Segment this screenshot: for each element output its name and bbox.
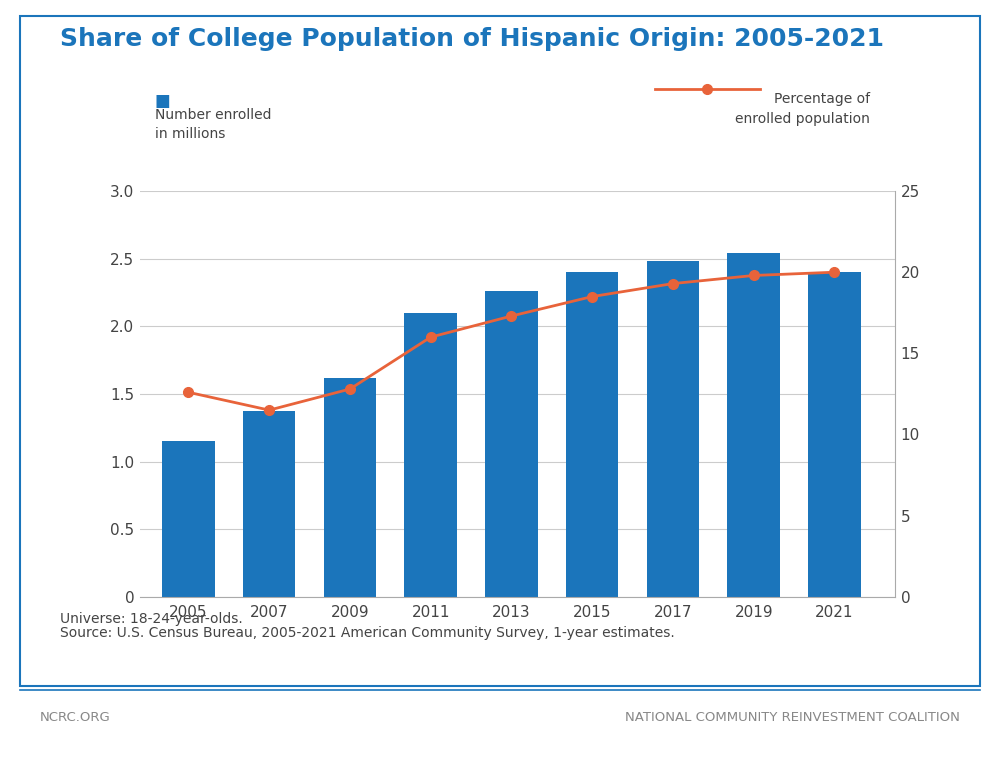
Text: NCRC.ORG: NCRC.ORG — [40, 711, 111, 725]
Text: ■: ■ — [155, 92, 171, 110]
Text: Percentage of
enrolled population: Percentage of enrolled population — [735, 92, 870, 126]
Text: NATIONAL COMMUNITY REINVESTMENT COALITION: NATIONAL COMMUNITY REINVESTMENT COALITIO… — [625, 711, 960, 725]
Text: Share of College Population of Hispanic Origin: 2005-2021: Share of College Population of Hispanic … — [60, 27, 884, 51]
Bar — [243, 412, 295, 597]
Text: Universe: 18-24-year-olds.: Universe: 18-24-year-olds. — [60, 612, 243, 626]
Bar — [566, 272, 618, 597]
Bar — [485, 291, 538, 597]
Bar — [404, 313, 457, 597]
Text: Source: U.S. Census Bureau, 2005-2021 American Community Survey, 1-year estimate: Source: U.S. Census Bureau, 2005-2021 Am… — [60, 626, 675, 640]
Bar — [647, 261, 699, 597]
Bar — [162, 441, 215, 597]
Bar — [324, 378, 376, 597]
Bar — [808, 272, 861, 597]
Bar — [727, 254, 780, 597]
Text: Number enrolled
in millions: Number enrolled in millions — [155, 108, 272, 141]
